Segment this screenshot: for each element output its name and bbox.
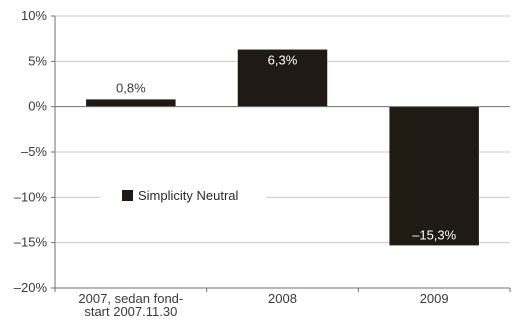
y-tick-label: 0% [28, 99, 47, 114]
y-tick-label: –15% [14, 235, 48, 250]
x-category-label: 2007, sedan fond- [78, 291, 183, 306]
value-labels: 0,8% 6,3% –15,3% [116, 53, 457, 243]
y-tick-label: –10% [14, 189, 48, 204]
bar [237, 49, 328, 107]
axes [51, 15, 511, 292]
value-label: 0,8% [116, 80, 146, 95]
x-category-label: 2008 [268, 291, 297, 306]
x-category-label: start 2007.11.30 [84, 304, 177, 319]
bars [86, 49, 479, 246]
value-label: 6,3% [268, 53, 298, 68]
legend-label: Simplicity Neutral [138, 188, 239, 203]
legend: Simplicity Neutral [100, 177, 266, 215]
bar [86, 99, 176, 107]
x-category-labels: 2007, sedan fond-start 2007.11.30 2008 200… [78, 291, 448, 319]
y-tick-label: –20% [14, 280, 48, 295]
y-tick-labels: 10% 5% 0% –5% –10% –15% –20% [14, 8, 48, 295]
bar [389, 106, 479, 246]
value-label: –15,3% [412, 227, 457, 242]
y-tick-label: 10% [21, 8, 47, 23]
y-tick-label: 5% [28, 53, 47, 68]
y-tick-label: –5% [21, 144, 47, 159]
x-category-label: 2009 [420, 291, 449, 306]
legend-swatch [122, 190, 133, 201]
